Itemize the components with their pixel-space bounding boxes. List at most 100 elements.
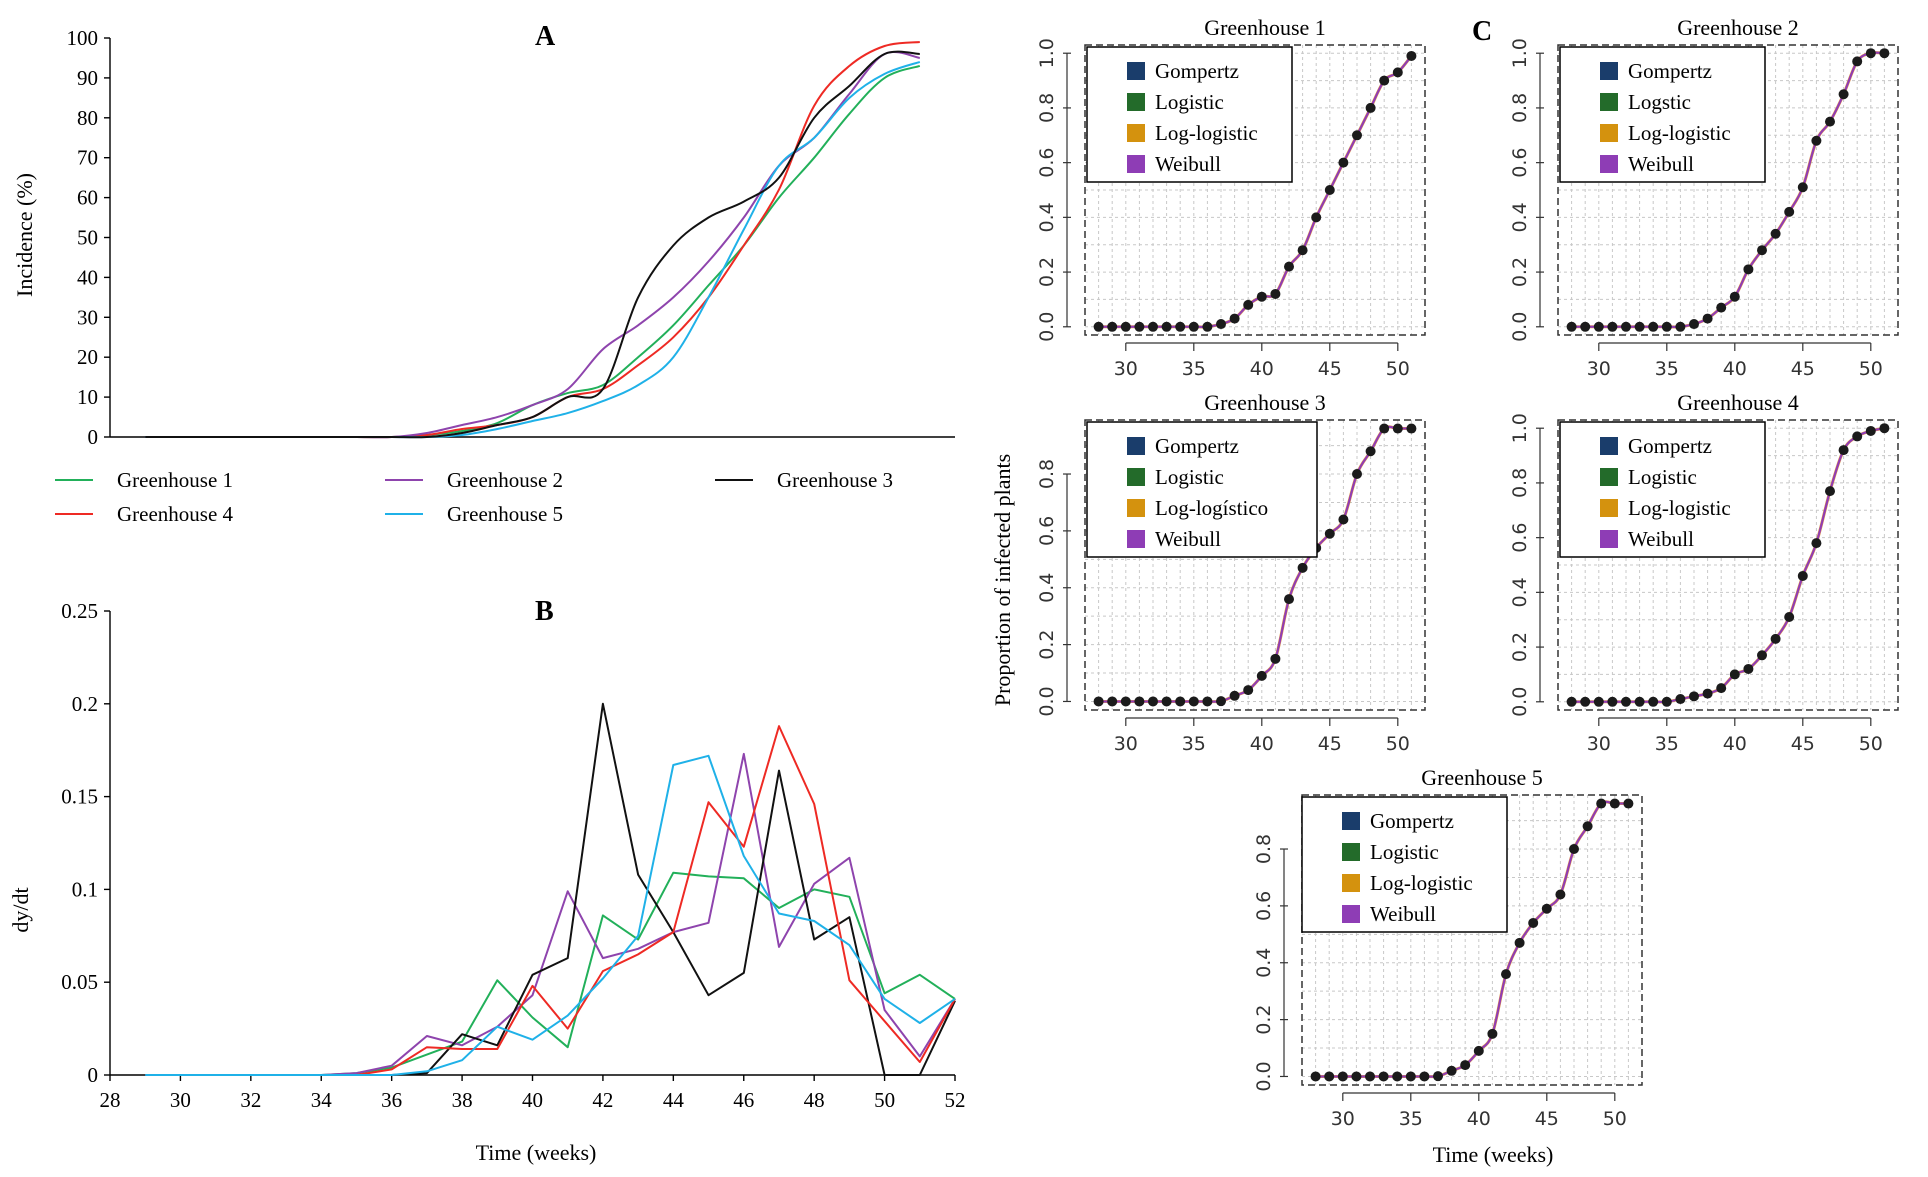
chart-c-legend-label: Weibull [1370,902,1436,926]
chart-b-ytick-label: 0.05 [61,970,98,994]
chart-c-observed-point [1188,696,1199,707]
chart-a-ytick-label: 60 [77,186,98,210]
chart-b-xtick-label: 38 [452,1088,473,1112]
chart-b-xtick-label: 42 [592,1088,613,1112]
chart-c-observed-point [1757,650,1767,661]
chart-c-xtick-label: 45 [1318,358,1342,380]
chart-c-observed-point [1365,102,1376,113]
chart-c-legend-swatch [1600,124,1618,142]
chart-b-xtick-label: 34 [311,1088,333,1112]
chart-c-observed-point [1175,321,1186,332]
chart-c-legend-swatch [1600,468,1618,486]
chart-c-observed-point [1487,1028,1498,1039]
chart-a-ytick-label: 70 [77,146,98,170]
chart-c-xtick-label: 35 [1655,358,1679,380]
chart-a-ytick-label: 50 [77,226,98,250]
chart-c-legend-swatch [1342,812,1360,830]
chart-c-xtick-label: 30 [1114,358,1138,380]
chart-c-xtick-label: 40 [1467,1108,1491,1130]
chart-a-ytick-label: 100 [67,26,99,50]
chart-c-legend-label: Gompertz [1370,809,1454,833]
chart-c-observed-point [1729,291,1740,302]
chart-c-observed-point [1716,683,1727,694]
chart-b-ytick-label: 0.15 [61,785,98,809]
chart-c-xtick-label: 35 [1182,358,1206,380]
chart-c-ytick-label: 0.0 [1509,687,1531,717]
chart-c-xtick-label: 30 [1587,358,1611,380]
chart-c-subplot-title: Greenhouse 5 [1421,765,1543,790]
chart-c-observed-point [1865,48,1876,59]
chart-c-observed-point [1879,423,1890,434]
chart-c-observed-point [1107,696,1118,707]
chart-c-observed-point [1661,696,1672,707]
chart-b-ytick-label: 0.2 [72,692,98,716]
chart-c-frame [1557,419,1899,711]
chart-c-subplot: Greenhouse 3 0.0 0.2 0.4 0.6 0.8 30 35 40 45 50 Gom… [1036,390,1426,755]
chart-c-observed-point [1852,431,1863,442]
chart-c-xtick-label: 45 [1791,733,1815,755]
chart-c-ytick-label: 0.0 [1036,686,1058,716]
chart-c-observed-point [1609,798,1620,809]
chart-c-observed-point [1392,1071,1403,1082]
chart-c-observed-point [1865,425,1876,436]
chart-c-subplot-title: Greenhouse 3 [1204,390,1326,415]
chart-c-observed-point [1243,299,1254,310]
chart-c-observed-point [1229,690,1240,701]
chart-b-ylabel: dy/dt [8,887,33,932]
chart-c-observed-point [1161,696,1172,707]
legend-a-label: Greenhouse 3 [777,468,893,492]
chart-c-observed-point [1784,611,1795,622]
chart-c-legend-label: Logistic [1628,465,1697,489]
chart-b-ytick-label: 0.25 [61,599,98,623]
chart-c-observed-point [1621,321,1631,332]
chart-c-legend-box [1559,421,1766,558]
chart-c-observed-point [1148,696,1158,707]
chart-c-legend-label: Logistic [1155,90,1224,114]
chart-c-legend-box [1301,796,1508,933]
chart-c-observed-point [1311,212,1322,223]
chart-c-legend-swatch [1127,93,1145,111]
chart-c-observed-point [1351,1071,1362,1082]
chart-c-observed-point [1825,116,1835,127]
legend-a-label: Greenhouse 1 [117,468,233,492]
chart-c-observed-point [1406,423,1417,434]
chart-c-ytick-label: 0.8 [1036,93,1058,123]
chart-b-xtick-label: 28 [100,1088,121,1112]
chart-c-legend-swatch [1127,468,1145,486]
chart-c-ytick-label: 0.8 [1509,93,1531,123]
chart-a-ytick-label: 80 [77,106,98,130]
chart-c-legend-label: Gompertz [1628,434,1712,458]
chart-b-series-line [145,725,956,1076]
chart-c-observed-point [1675,694,1686,705]
chart-c-observed-point [1852,56,1863,67]
chart-c-observed-point [1811,135,1822,146]
chart-c-ytick-label: 0.4 [1253,948,1275,978]
legend-a-label: Greenhouse 5 [447,502,563,526]
chart-c-observed-point [1716,302,1727,313]
chart-c-observed-point [1270,288,1281,299]
chart-c-subplot-title: Greenhouse 4 [1677,390,1799,415]
chart-c-frame [1084,419,1426,711]
chart-c-observed-point [1120,321,1131,332]
chart-c-legend-swatch [1127,530,1145,548]
chart-c-xtick-label: 50 [1386,358,1410,380]
chart-c-observed-point [1134,321,1145,332]
chart-c-observed-point [1148,321,1158,332]
chart-c-observed-point [1460,1060,1471,1071]
chart-c-xtick-label: 35 [1182,733,1206,755]
chart-a-ytick-label: 40 [77,265,98,289]
chart-c-legend-box [1086,421,1318,558]
panel-c-label: C [1472,16,1492,47]
chart-a-ytick-label: 20 [77,345,98,369]
chart-c-xtick-label: 30 [1331,1108,1355,1130]
chart-c-xtick-label: 50 [1386,733,1410,755]
chart-c-ytick-label: 0.6 [1509,148,1531,178]
chart-c-legend-label: Logistic [1155,465,1224,489]
chart-c-observed-point [1379,75,1390,86]
chart-c-observed-point [1284,261,1294,272]
chart-c-subplot: Greenhouse 2 0.0 0.2 0.4 0.6 0.8 1.0 30 35 40 45 50… [1509,15,1899,380]
chart-c-observed-point [1648,696,1659,707]
chart-c-observed-point [1569,844,1579,855]
chart-c-observed-point [1648,321,1659,332]
